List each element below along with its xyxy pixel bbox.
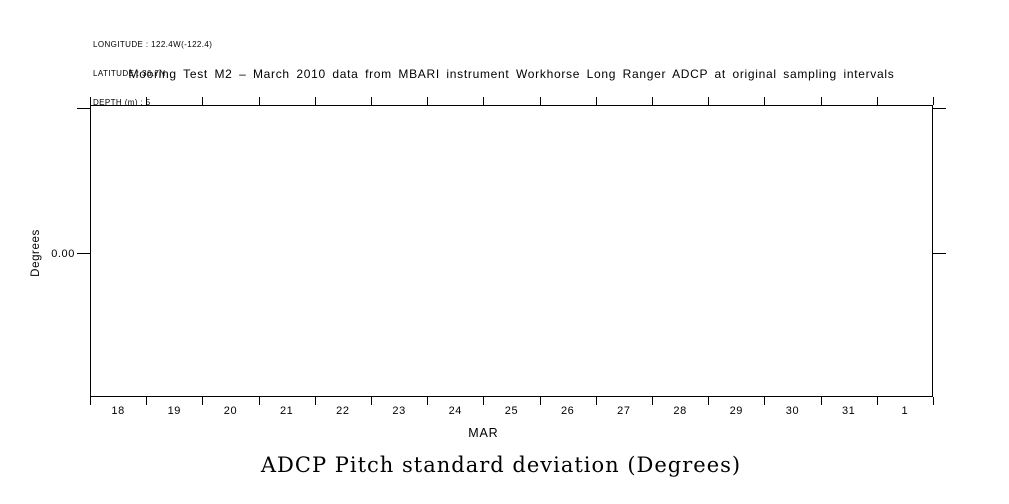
x-tick-mark-bottom [90, 397, 91, 405]
x-tick-label: 31 [841, 405, 856, 417]
x-tick-mark-bottom [708, 397, 709, 405]
y-axis-label: Degrees [30, 229, 42, 277]
x-tick-mark-bottom [483, 397, 484, 405]
x-tick-label: 27 [617, 405, 631, 417]
x-tick-label: 28 [673, 405, 687, 417]
meta-depth: DEPTH (m) : 5 [93, 97, 151, 107]
x-tick-label: 30 [785, 405, 800, 417]
x-tick-mark-top [596, 97, 597, 105]
x-axis-label: MAR [468, 426, 499, 440]
x-tick-label: 18 [111, 405, 125, 417]
y-tick-mark-right [933, 108, 946, 109]
meta-longitude: LONGITUDE : 122.4W(-122.4) [93, 40, 213, 50]
chart-title: Mooring Test M2 – March 2010 data from M… [128, 67, 895, 81]
x-tick-mark-top [371, 97, 372, 105]
x-tick-label: 20 [223, 405, 238, 417]
y-tick-label: 0.00 [51, 247, 75, 260]
y-tick-mark-left [77, 108, 90, 109]
x-tick-mark-top [764, 97, 765, 105]
x-tick-mark-bottom [315, 397, 316, 405]
x-tick-mark-bottom [540, 397, 541, 405]
x-tick-label: 21 [279, 405, 294, 417]
figure-caption: ADCP Pitch standard deviation (Degrees) [260, 453, 742, 477]
plot-area [90, 105, 933, 397]
x-tick-mark-top [90, 97, 91, 105]
x-tick-mark-bottom [933, 397, 934, 405]
x-tick-mark-top [708, 97, 709, 105]
x-tick-mark-top [483, 97, 484, 105]
x-tick-mark-top [202, 97, 203, 105]
x-tick-mark-top [821, 97, 822, 105]
x-tick-mark-bottom [427, 397, 428, 405]
x-tick-mark-bottom [652, 397, 653, 405]
x-tick-mark-bottom [146, 397, 147, 405]
x-tick-label: 1 [901, 405, 909, 417]
x-tick-mark-bottom [764, 397, 765, 405]
x-tick-label: 22 [336, 405, 350, 417]
x-tick-label: 26 [560, 405, 575, 417]
y-tick-mark-right [933, 253, 946, 254]
x-tick-mark-top [877, 97, 878, 105]
meta-latitude: LATITUDE : 36.7N [93, 68, 166, 78]
x-tick-mark-top [933, 97, 934, 105]
x-tick-mark-bottom [877, 397, 878, 405]
x-tick-mark-top [652, 97, 653, 105]
x-tick-mark-bottom [202, 397, 203, 405]
x-tick-mark-bottom [371, 397, 372, 405]
x-tick-mark-bottom [821, 397, 822, 405]
x-tick-label: 19 [167, 405, 182, 417]
x-tick-label: 24 [448, 405, 463, 417]
x-tick-label: 25 [504, 405, 519, 417]
x-tick-mark-top [315, 97, 316, 105]
x-tick-label: 29 [729, 405, 744, 417]
y-tick-mark-left [77, 253, 90, 254]
x-tick-label: 23 [392, 405, 406, 417]
x-tick-mark-bottom [259, 397, 260, 405]
x-tick-mark-top [146, 97, 147, 105]
x-tick-mark-bottom [596, 397, 597, 405]
x-tick-mark-top [259, 97, 260, 105]
x-tick-mark-top [427, 97, 428, 105]
x-tick-mark-top [540, 97, 541, 105]
